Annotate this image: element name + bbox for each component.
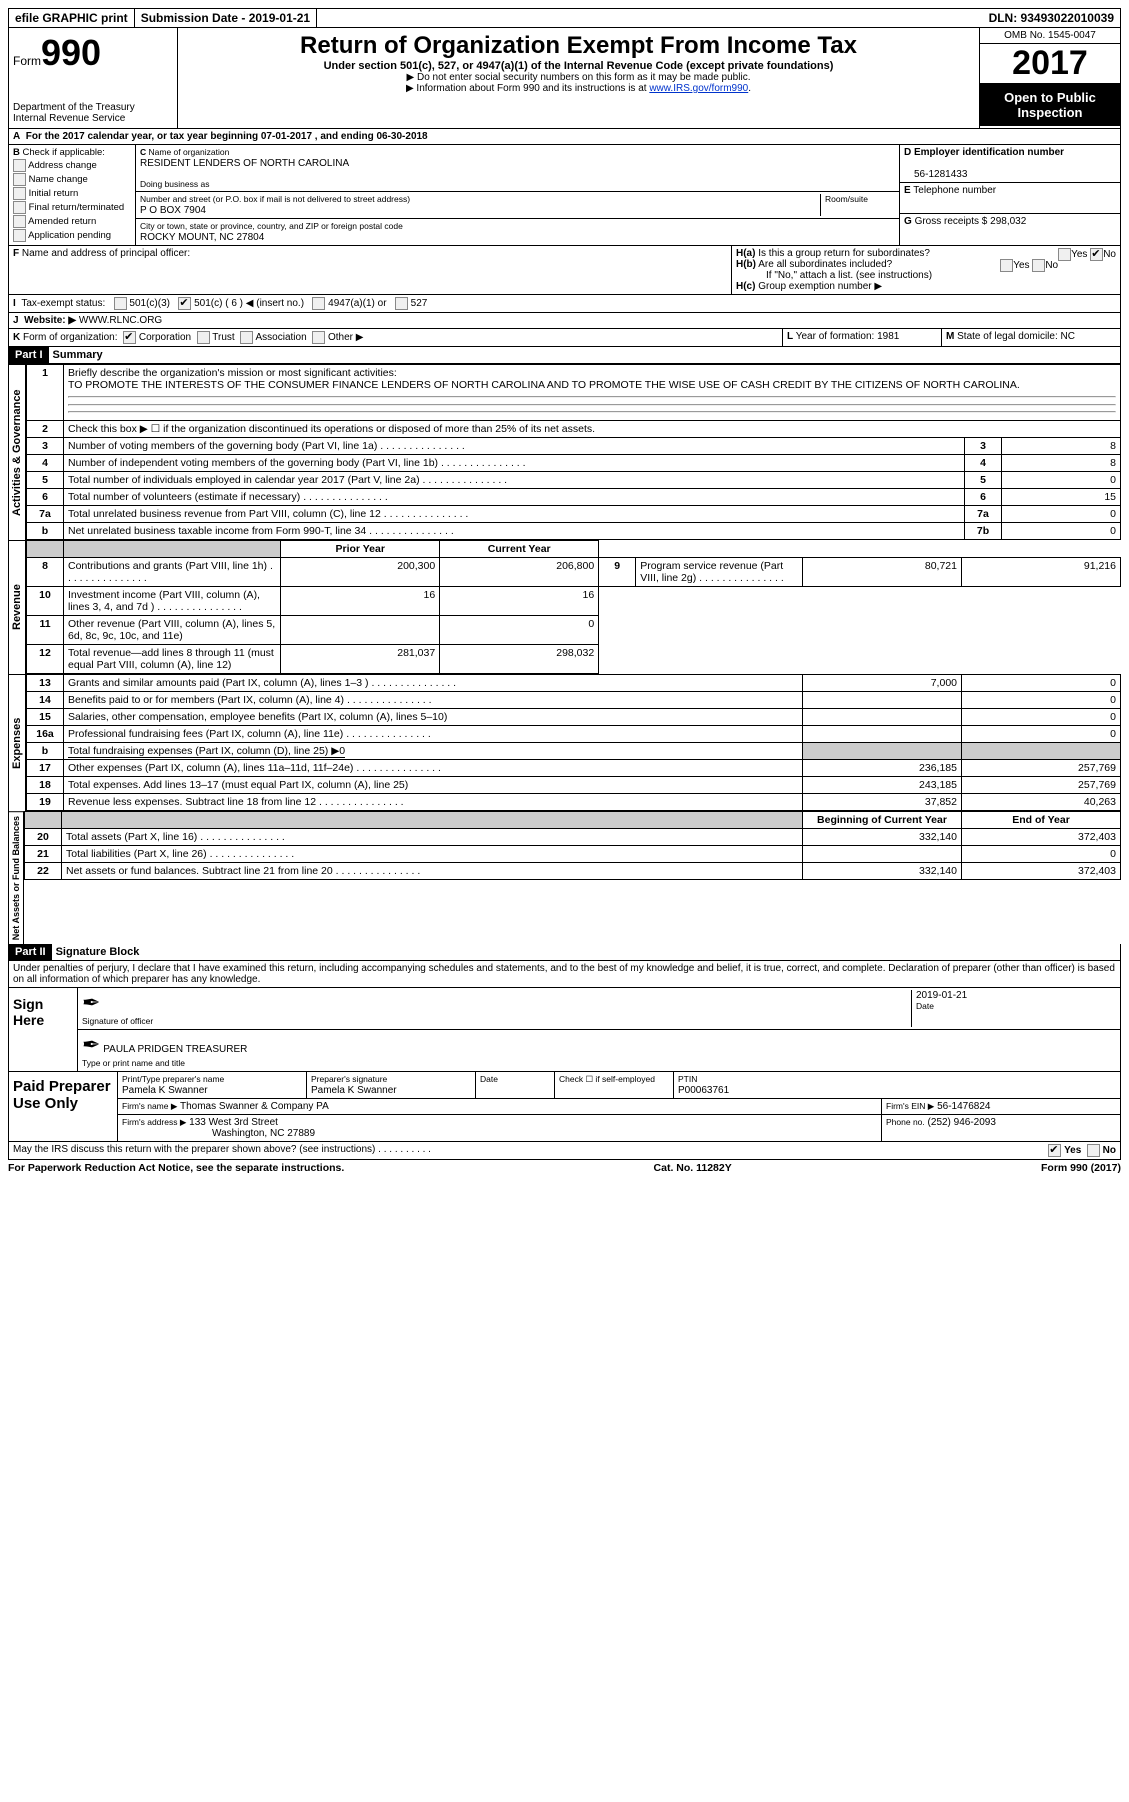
net-assets-block: Net Assets or Fund Balances Beginning of… [8, 811, 1121, 944]
sign-here-block: Sign Here ✒ Signature of officer 2019-01… [8, 988, 1121, 1072]
sign-date: 2019-01-21 [916, 990, 967, 1001]
sign-here-label: Sign Here [9, 988, 78, 1071]
side-label-expenses: Expenses [9, 674, 26, 811]
section-c-name-addr: C Name of organization RESIDENT LENDERS … [136, 145, 900, 245]
revenue-block: Revenue Prior YearCurrent Year 8Contribu… [8, 540, 1121, 674]
section-b-checkboxes: B Check if applicable: Address change Na… [9, 145, 136, 245]
org-city: ROCKY MOUNT, NC 27804 [140, 232, 264, 243]
dept-treasury: Department of the Treasury [13, 102, 173, 113]
website-row: J Website: ▶ WWW.RLNC.ORG [8, 313, 1121, 329]
side-label-revenue: Revenue [9, 540, 26, 674]
org-name: RESIDENT LENDERS OF NORTH CAROLINA [140, 158, 349, 169]
form-header: Form990 Department of the Treasury Inter… [8, 28, 1121, 129]
mission-text: TO PROMOTE THE INTERESTS OF THE CONSUMER… [68, 379, 1020, 391]
page-footer: For Paperwork Reduction Act Notice, see … [8, 1160, 1121, 1174]
officer-name: PAULA PRIDGEN TREASURER [103, 1044, 247, 1055]
open-inspection: Open to Public Inspection [980, 84, 1120, 126]
org-info-block: B Check if applicable: Address change Na… [8, 145, 1121, 246]
efile-label[interactable]: efile GRAPHIC print [9, 9, 135, 27]
activities-governance-block: Activities & Governance 1 Briefly descri… [8, 364, 1121, 540]
discuss-row: May the IRS discuss this return with the… [8, 1142, 1121, 1160]
form-org-row: K Form of organization: Corporation Trus… [8, 329, 1121, 347]
omb-number: OMB No. 1545-0047 [980, 28, 1120, 44]
gross-receipts: 298,032 [990, 216, 1026, 227]
tax-year: 2017 [980, 44, 1120, 84]
website-url: WWW.RLNC.ORG [79, 315, 162, 326]
header-note1: ▶ Do not enter social security numbers o… [186, 72, 971, 83]
part2-header: Part IISignature Block [8, 944, 1121, 961]
form-number: Form990 [13, 32, 173, 74]
principal-officer-row: F Name and address of principal officer:… [8, 246, 1121, 295]
tax-exempt-row: I Tax-exempt status: 501(c)(3) 501(c) ( … [8, 295, 1121, 313]
part1-header: Part ISummary [8, 347, 1121, 364]
paid-preparer-label: Paid Preparer Use Only [9, 1072, 118, 1141]
expenses-block: Expenses 13Grants and similar amounts pa… [8, 674, 1121, 811]
irs-link[interactable]: www.IRS.gov/form990 [649, 83, 748, 94]
header-note2: ▶ Information about Form 990 and its ins… [186, 83, 971, 94]
dln: DLN: 93493022010039 [983, 9, 1120, 27]
side-label-netassets: Net Assets or Fund Balances [9, 811, 24, 944]
paid-preparer-block: Paid Preparer Use Only Print/Type prepar… [8, 1072, 1121, 1142]
return-title: Return of Organization Exempt From Incom… [186, 32, 971, 60]
side-label-governance: Activities & Governance [9, 364, 26, 540]
return-subtitle: Under section 501(c), 527, or 4947(a)(1)… [186, 60, 971, 72]
section-d-ein: D Employer identification number 56-1281… [900, 145, 1120, 245]
section-a-year: A For the 2017 calendar year, or tax yea… [8, 129, 1121, 145]
submission-date: Submission Date - 2019-01-21 [135, 9, 317, 27]
ein-value: 56-1281433 [904, 169, 967, 180]
top-bar: efile GRAPHIC print Submission Date - 20… [8, 8, 1121, 28]
declaration-text: Under penalties of perjury, I declare th… [8, 961, 1121, 988]
org-address: P O BOX 7904 [140, 205, 206, 216]
irs-label: Internal Revenue Service [13, 113, 173, 124]
